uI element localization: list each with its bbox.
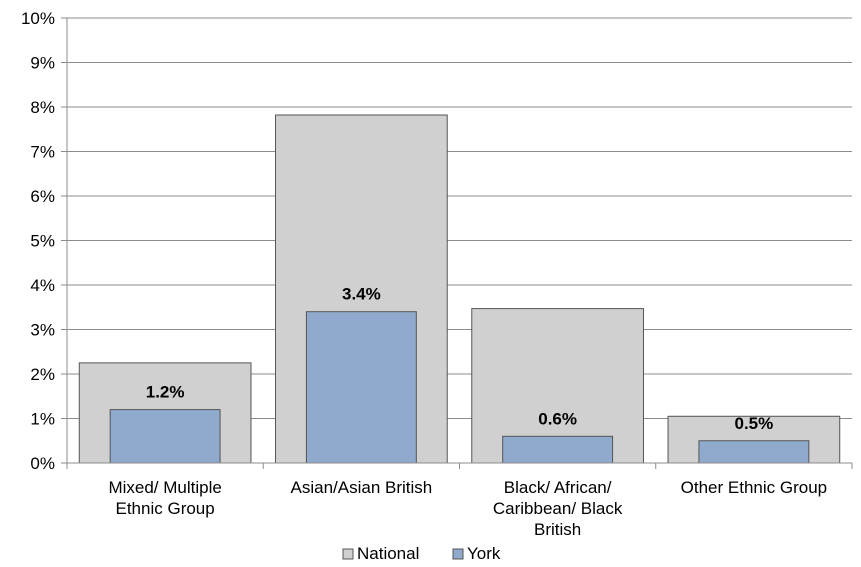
national-series [78,114,841,464]
y-tick-label: 6% [30,187,55,206]
y-tick-label: 5% [30,232,55,251]
gridlines [67,17,852,419]
legend-label: York [467,544,501,563]
y-tick-label: 4% [30,276,55,295]
data-labels: 1.2% 3.4% 0.6% 0.5% [146,285,774,433]
data-label-york: 3.4% [342,285,381,304]
data-label-york: 0.5% [735,414,774,433]
y-tick-label: 8% [30,98,55,117]
y-tick-label: 3% [30,321,55,340]
york-series [109,311,810,464]
legend-label: National [357,544,419,563]
bar-york [698,440,810,464]
bar-york [305,311,417,464]
y-tick-label: 7% [30,143,55,162]
x-category-label: Asian/Asian British [291,478,433,497]
y-tick-label: 0% [30,454,55,473]
bar-york [109,409,221,464]
x-category-label: Black/ African/Caribbean/ Black British [493,478,623,539]
x-category-label: Other Ethnic Group [681,478,827,497]
y-tick-label: 10% [21,9,55,28]
y-axis: 0% 1% 2% 3% 4% 5% 6% 7% 8% 9% 10% [21,9,68,473]
x-axis: Mixed/ Multiple Ethnic Group Asian/Asian B… [66,462,853,539]
y-tick-label: 2% [30,365,55,384]
x-category-label: Mixed/ Multiple Ethnic Group [108,478,221,518]
y-tick-label: 9% [30,54,55,73]
legend-swatch [342,548,354,560]
data-label-york: 1.2% [146,383,185,402]
y-tick-label: 1% [30,410,55,429]
legend-swatch [452,548,464,560]
bar-york [502,435,614,464]
legend: National York [342,544,501,563]
data-label-york: 0.6% [538,409,577,428]
